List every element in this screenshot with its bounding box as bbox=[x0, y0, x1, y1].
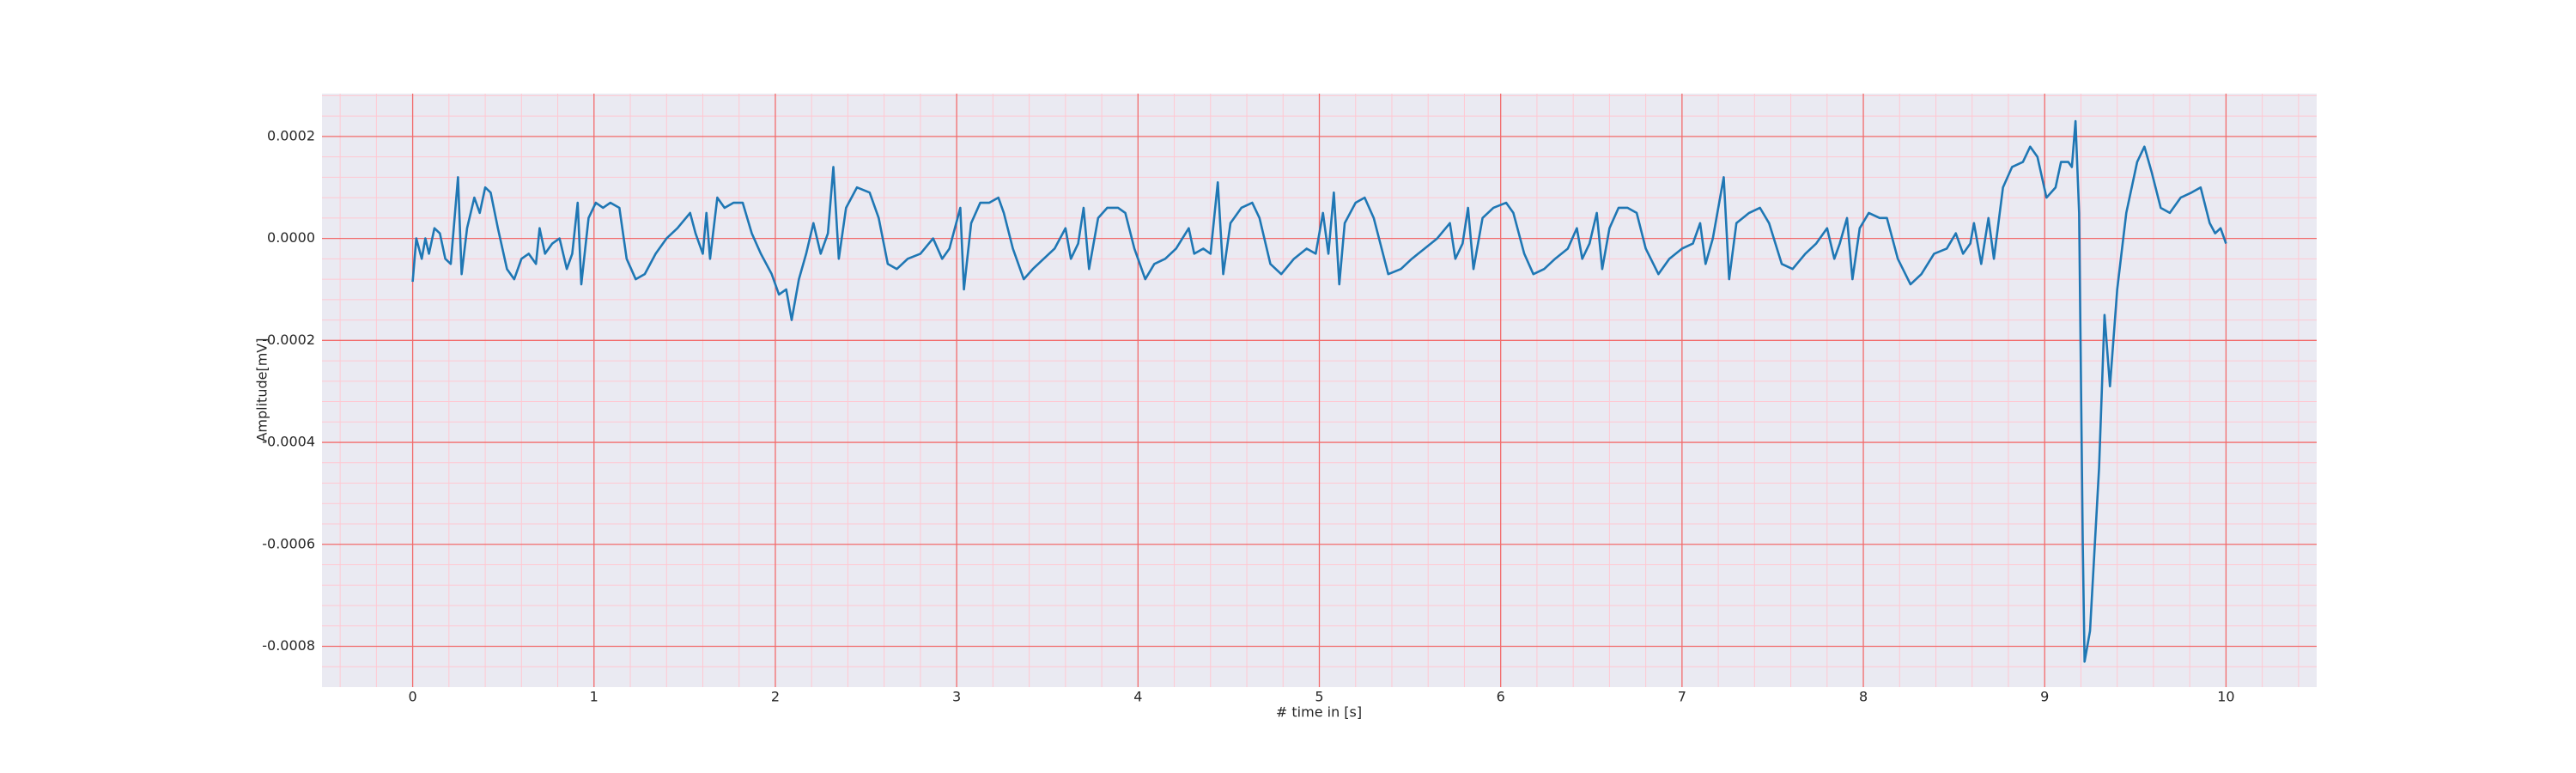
y-tick-label: -0.0002 bbox=[262, 332, 315, 348]
x-tick-label: 7 bbox=[1678, 689, 1686, 705]
x-tick-label: 10 bbox=[2217, 689, 2234, 705]
y-tick-label: -0.0006 bbox=[262, 535, 315, 551]
x-tick-label: 8 bbox=[1859, 689, 1868, 705]
y-tick-label: -0.0004 bbox=[262, 434, 315, 450]
x-tick-label: 4 bbox=[1133, 689, 1142, 705]
x-tick-label: 0 bbox=[408, 689, 416, 705]
x-tick-label: 2 bbox=[771, 689, 780, 705]
y-tick-label: 0.0000 bbox=[267, 229, 315, 246]
x-tick-label: 9 bbox=[2040, 689, 2049, 705]
x-tick-label: 5 bbox=[1315, 689, 1323, 705]
x-tick-label: 1 bbox=[590, 689, 598, 705]
x-tick-label: 6 bbox=[1497, 689, 1505, 705]
y-axis-label: Amplitude[mV] bbox=[254, 338, 270, 441]
y-tick-label: -0.0008 bbox=[262, 637, 315, 654]
x-tick-label: 3 bbox=[952, 689, 961, 705]
y-tick-label: 0.0002 bbox=[267, 127, 315, 143]
signal-line bbox=[411, 119, 2227, 663]
x-axis-label: # time in [s] bbox=[1276, 704, 1362, 721]
